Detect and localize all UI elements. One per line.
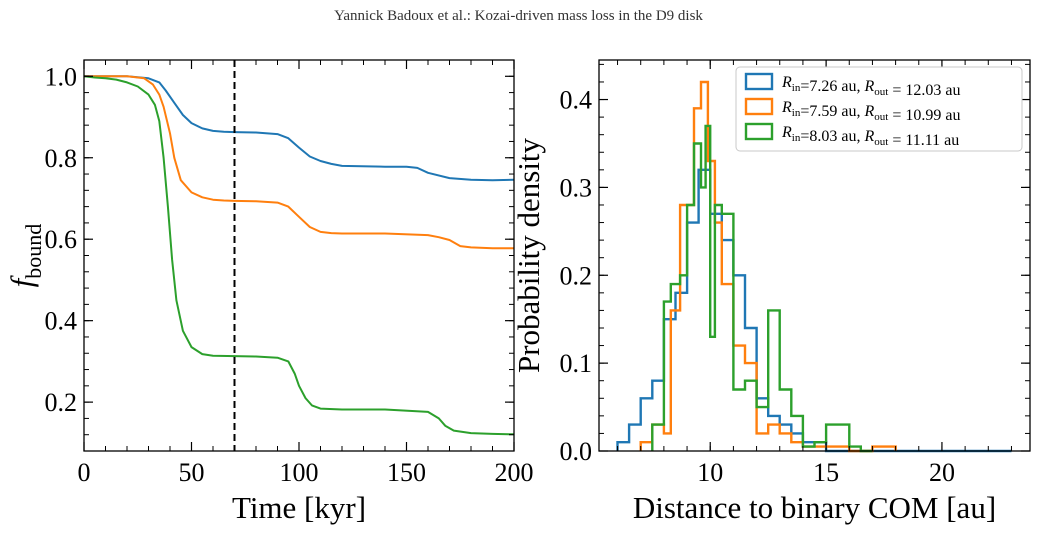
y-tick-label: 0.6 [45,225,78,254]
y-tick-label: 0.4 [45,307,78,336]
axes-frame [83,59,515,452]
x-tick-label: 100 [280,458,319,487]
legend-swatch-2 [744,97,774,116]
series-line-3 [83,75,515,436]
series-line-2 [84,75,514,250]
x-axis-label: Distance to binary COM [au] [633,490,996,525]
y-tick-label: 0.2 [560,261,593,290]
legend-swatch-3 [744,122,774,141]
page-header: Yannick Badoux et al.: Kozai-driven mass… [334,8,703,24]
x-tick-label: 10 [697,458,723,487]
x-tick-label: 15 [813,458,839,487]
x-tick-label: 150 [387,458,426,487]
y-tick-label: 0.8 [45,144,78,173]
y-tick-label: 0.4 [560,86,593,115]
legend-label-2: Rin=7.59 au, Rout = 10.99 au [781,99,960,124]
x-tick-label: 0 [78,458,91,487]
hist-series-3 [651,124,873,453]
x-tick-label: 200 [495,458,534,487]
y-tick-label: 0.2 [45,388,78,417]
legend-box [735,66,1023,152]
fbound-vs-time-plot: 0 50 100 150 200 0.2 0.4 0.6 0.8 1.0 Time [kyr] fbo… [4,59,534,525]
legend-label-1: Rin=7.26 au, Rout = 12.03 au [781,74,960,99]
y-tick-label: 0.0 [560,437,593,466]
axes-frame [598,59,1031,452]
distance-histogram-plot: 10 15 20 0.0 0.1 0.2 0.3 0.4 Distance to binary … [511,59,1031,525]
x-axis-label: Time [kyr] [232,490,366,525]
legend-label-3: Rin=8.03 au, Rout = 11.11 au [781,124,959,149]
y-axis-label: Probability density [511,137,546,373]
y-tick-label: 1.0 [45,62,78,91]
legend-swatch-1 [744,72,774,91]
y-tick-label: 0.1 [560,349,593,378]
x-tick-label: 20 [929,458,955,487]
y-axis-label: fbound [4,224,46,288]
series-line-1 [84,75,515,182]
y-tick-label: 0.3 [560,173,593,202]
x-tick-label: 50 [179,458,205,487]
